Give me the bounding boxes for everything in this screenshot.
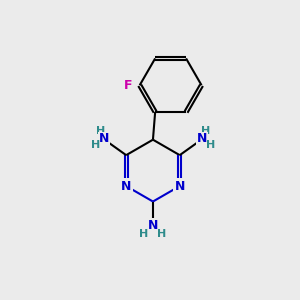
Text: N: N — [196, 133, 207, 146]
Text: H: H — [91, 140, 100, 150]
Text: H: H — [201, 126, 210, 136]
Text: H: H — [157, 229, 167, 239]
Text: N: N — [99, 133, 109, 146]
Text: N: N — [121, 180, 131, 193]
Text: H: H — [140, 229, 149, 239]
Text: H: H — [96, 126, 105, 136]
Text: N: N — [148, 219, 158, 232]
Text: H: H — [206, 140, 215, 150]
Text: N: N — [175, 180, 185, 193]
Text: F: F — [124, 79, 132, 92]
